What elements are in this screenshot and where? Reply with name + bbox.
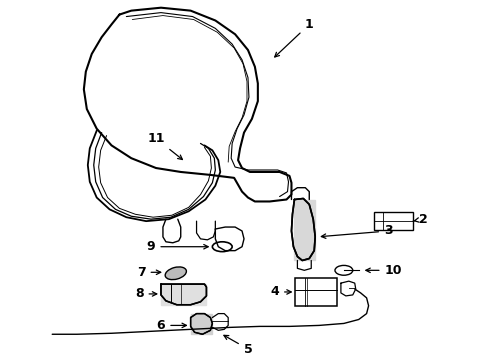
Text: 5: 5 — [224, 335, 252, 356]
Polygon shape — [161, 284, 206, 305]
Text: 9: 9 — [147, 240, 208, 253]
Text: 6: 6 — [157, 319, 187, 332]
Bar — [373, 212, 413, 230]
Polygon shape — [294, 199, 315, 261]
Text: 8: 8 — [135, 287, 157, 301]
Text: 10: 10 — [366, 264, 402, 277]
Text: 7: 7 — [137, 266, 161, 279]
Text: 1: 1 — [275, 18, 314, 57]
Text: 3: 3 — [321, 225, 392, 238]
Ellipse shape — [165, 267, 186, 280]
Bar — [295, 278, 337, 306]
Text: 11: 11 — [147, 132, 182, 159]
Polygon shape — [191, 314, 212, 334]
Text: 4: 4 — [270, 285, 291, 298]
Text: 2: 2 — [413, 213, 427, 226]
